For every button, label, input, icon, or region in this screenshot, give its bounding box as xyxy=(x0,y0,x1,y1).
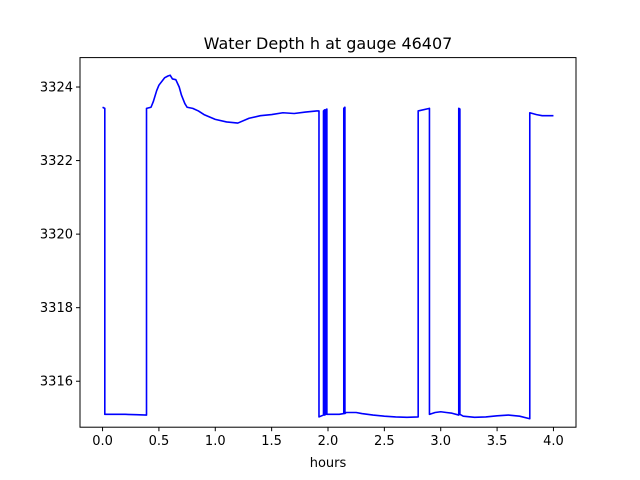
x-tick-label: 1.0 xyxy=(205,434,226,449)
x-tick-label: 1.5 xyxy=(261,434,282,449)
plot-area xyxy=(102,74,554,420)
x-axis: 0.0 0.5 1.0 1.5 2.0 2.5 3.0 3.5 4.0 xyxy=(92,427,564,449)
x-tick-label: 2.5 xyxy=(374,434,395,449)
series-line-0 xyxy=(102,74,554,420)
y-tick-label: 3322 xyxy=(40,154,73,169)
x-tick-label: 3.5 xyxy=(487,434,508,449)
x-tick-label: 0.0 xyxy=(92,434,113,449)
y-tick-label: 3324 xyxy=(40,81,73,96)
y-tick-label: 3318 xyxy=(40,301,73,316)
x-tick-label: 0.5 xyxy=(149,434,170,449)
chart-title: Water Depth h at gauge 46407 xyxy=(204,34,453,53)
y-axis: 3316 3318 3320 3322 3324 xyxy=(40,81,80,390)
x-tick-label: 2.0 xyxy=(318,434,339,449)
axes-frame xyxy=(79,57,577,428)
x-tick-label: 3.0 xyxy=(430,434,451,449)
x-axis-label: hours xyxy=(310,456,347,471)
x-tick-label: 4.0 xyxy=(543,434,564,449)
y-tick-label: 3316 xyxy=(40,375,73,390)
y-tick-label: 3320 xyxy=(40,228,73,243)
